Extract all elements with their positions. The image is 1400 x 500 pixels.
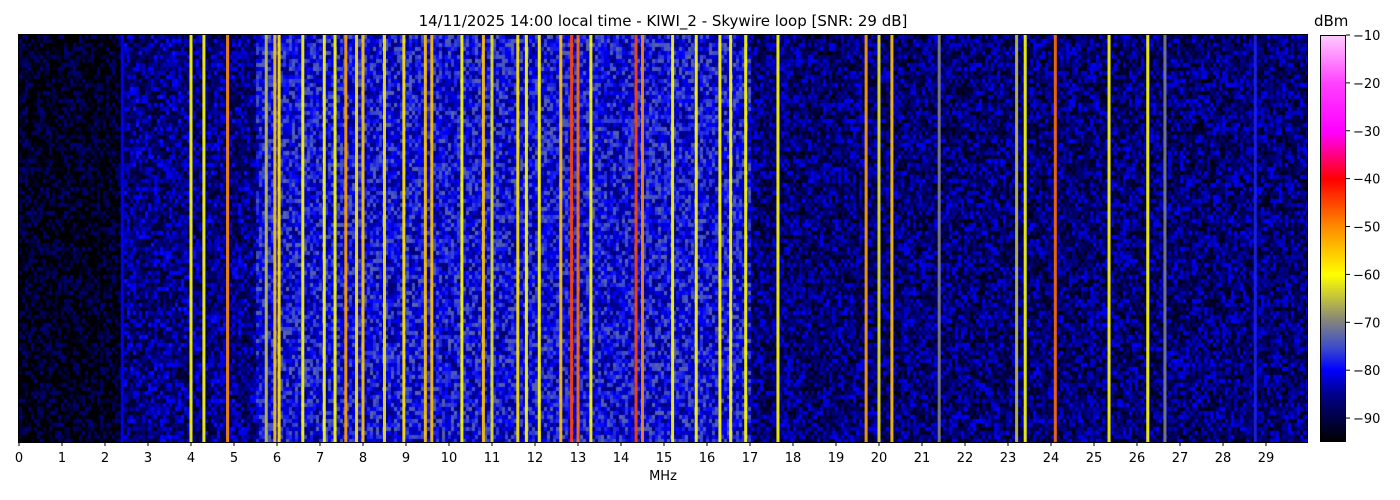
- signal-line: [1253, 35, 1257, 442]
- x-tick-label: 19: [828, 451, 845, 466]
- x-tick-label: 25: [1086, 451, 1103, 466]
- signal-line: [344, 35, 348, 442]
- signal-line: [1053, 35, 1057, 442]
- signal-line: [1163, 35, 1167, 442]
- x-tick-label: 26: [1129, 451, 1146, 466]
- x-tick-label: 15: [656, 451, 673, 466]
- x-tick-label: 9: [402, 451, 410, 466]
- signal-line: [537, 35, 541, 442]
- signal-line: [264, 35, 268, 442]
- signal-line: [322, 35, 326, 442]
- colorbar-tick-label: −60: [1353, 268, 1380, 283]
- signal-line: [333, 35, 337, 442]
- signal-line: [1107, 35, 1111, 442]
- signal-line: [576, 35, 580, 442]
- signal-line: [460, 35, 464, 442]
- chart-title: 14/11/2025 14:00 local time - KIWI_2 - S…: [418, 12, 908, 30]
- signal-line: [301, 35, 305, 442]
- colorbar-tick-label: −10: [1353, 29, 1380, 44]
- signal-line: [481, 35, 485, 442]
- x-tick-label: 10: [441, 451, 458, 466]
- x-tick-label: 5: [230, 451, 238, 466]
- x-axis: 0 1 2 3 4 5 6 7 8 9 10 11 12 13 14 15 16 17 18 19 20 21 22 23 24…: [15, 442, 1275, 466]
- x-tick-label: 7: [316, 451, 324, 466]
- colorbar-tick-label: −30: [1353, 125, 1380, 140]
- signal-line: [361, 35, 365, 442]
- signal-line: [589, 35, 593, 442]
- x-tick-label: 13: [570, 451, 587, 466]
- x-tick-label: 3: [144, 451, 152, 466]
- colorbar-tick-label: −40: [1353, 173, 1380, 188]
- x-tick-label: 8: [359, 451, 367, 466]
- signal-line: [277, 35, 281, 442]
- colorbar-tick-label: −70: [1353, 316, 1380, 331]
- x-tick-label: 4: [187, 451, 195, 466]
- signal-line: [877, 35, 881, 442]
- x-tick-label: 27: [1172, 451, 1189, 466]
- signal-line: [671, 35, 675, 442]
- signal-line: [744, 35, 748, 442]
- colorbar-tick-label: −80: [1353, 364, 1380, 379]
- noise-floor-heatmap: [19, 35, 1307, 442]
- signal-line: [937, 35, 941, 442]
- signal-line: [120, 35, 124, 442]
- signal-line: [430, 35, 434, 442]
- signal-line: [202, 35, 206, 442]
- signal-line: [355, 35, 359, 442]
- signal-line: [1023, 35, 1027, 442]
- signal-line: [890, 35, 894, 442]
- signal-line: [189, 35, 193, 442]
- colorbar: [1320, 35, 1346, 442]
- signal-line: [524, 35, 528, 442]
- x-tick-label: 29: [1258, 451, 1275, 466]
- signal-line: [226, 35, 230, 442]
- x-tick-label: 14: [613, 451, 630, 466]
- signal-line: [516, 35, 520, 442]
- x-tick-label: 18: [785, 451, 802, 466]
- colorbar-label: dBm: [1314, 12, 1349, 30]
- signal-layer: [120, 35, 1257, 442]
- x-tick-label: 24: [1043, 451, 1060, 466]
- x-tick-label: 1: [58, 451, 66, 466]
- x-tick-label: 12: [527, 451, 544, 466]
- signal-line: [490, 35, 494, 442]
- colorbar-axis: −10 −20 −30 −40 −50 −60 −70 −80 −90: [1346, 29, 1380, 427]
- x-tick-label: 21: [914, 451, 931, 466]
- x-tick-label: 17: [742, 451, 759, 466]
- x-tick-label: 16: [699, 451, 716, 466]
- waterfall-plot: [19, 35, 1307, 442]
- x-tick-label: 23: [1000, 451, 1017, 466]
- signal-line: [864, 35, 868, 442]
- x-tick-label: 2: [101, 451, 109, 466]
- x-axis-label: MHz: [649, 469, 677, 484]
- colorbar-tick-label: −50: [1353, 221, 1380, 236]
- x-tick-label: 11: [484, 451, 501, 466]
- x-tick-label: 0: [15, 451, 23, 466]
- signal-line: [776, 35, 780, 442]
- signal-line: [1146, 35, 1150, 442]
- signal-line: [423, 35, 427, 442]
- x-tick-label: 6: [273, 451, 281, 466]
- colorbar-tick-label: −20: [1353, 77, 1380, 92]
- x-tick-label: 22: [957, 451, 974, 466]
- signal-line: [634, 35, 638, 442]
- signal-line: [729, 35, 733, 442]
- signal-line: [641, 35, 644, 442]
- signal-line: [694, 35, 698, 442]
- signal-line: [383, 35, 386, 442]
- signal-line: [273, 35, 277, 442]
- x-tick-label: 20: [871, 451, 888, 466]
- x-tick-label: 28: [1215, 451, 1232, 466]
- signal-line: [559, 35, 563, 442]
- signal-line: [402, 35, 406, 442]
- signal-line: [718, 35, 722, 442]
- signal-line: [1015, 35, 1019, 442]
- colorbar-tick-label: −90: [1353, 412, 1380, 427]
- signal-line: [570, 35, 574, 442]
